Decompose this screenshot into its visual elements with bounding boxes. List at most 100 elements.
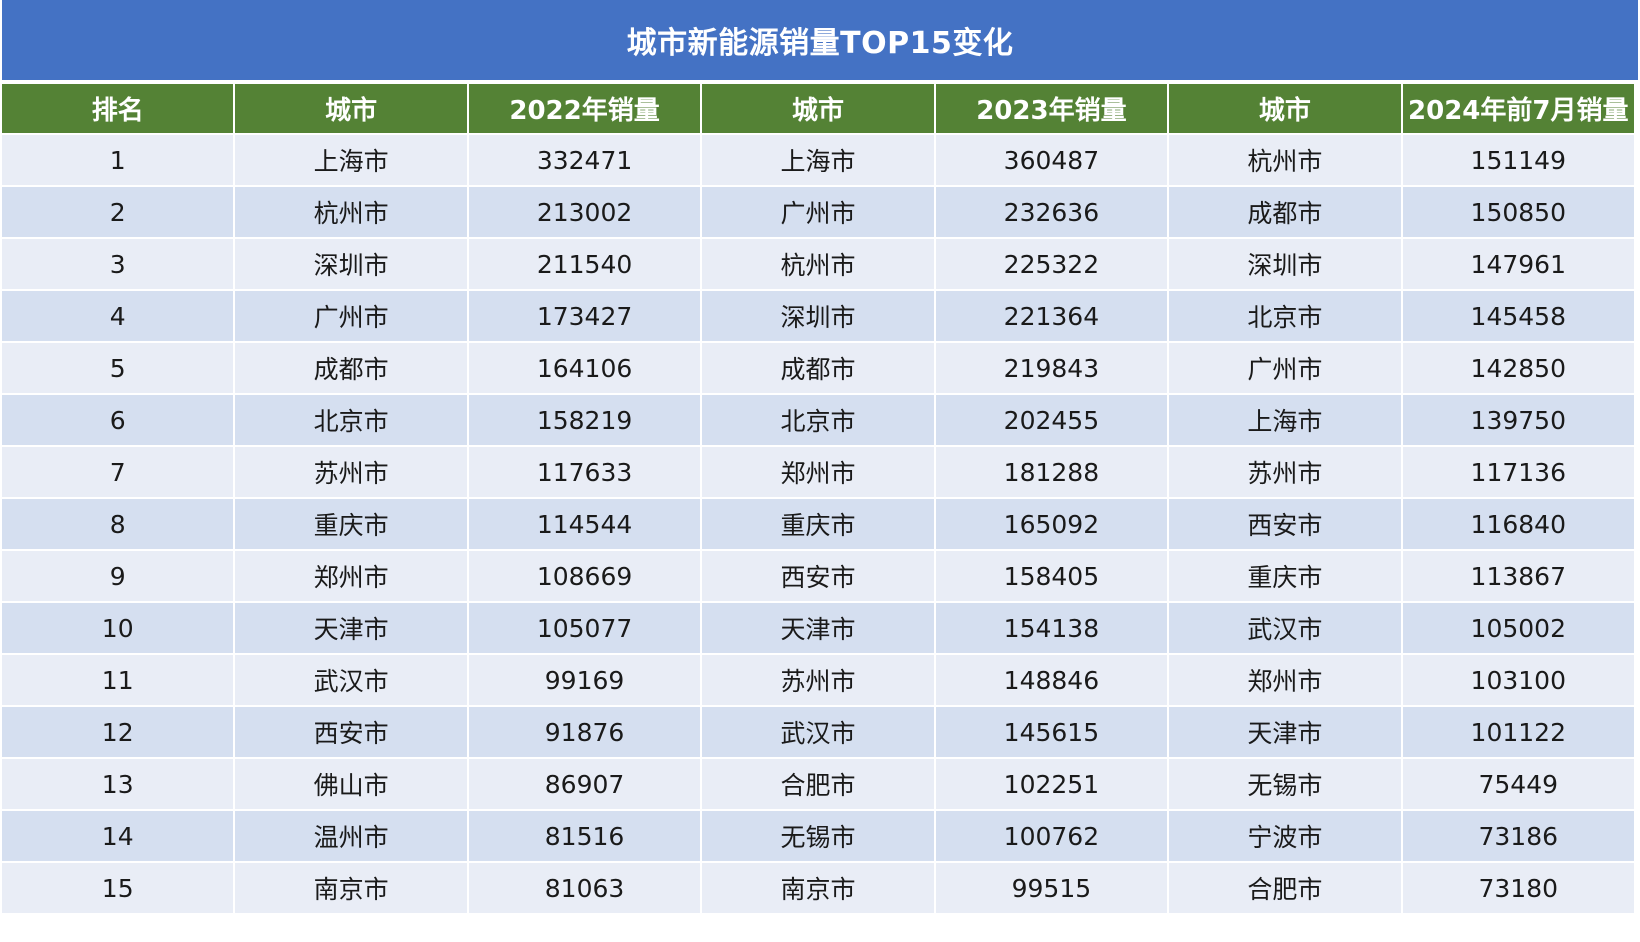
city-cell: 西安市 (702, 551, 934, 601)
sales-cell: 100762 (935, 811, 1168, 861)
city-cell: 合肥市 (1169, 863, 1401, 913)
sales-cell: 164106 (468, 343, 701, 393)
city-cell: 武汉市 (1169, 603, 1401, 653)
sales-cell: 232636 (935, 187, 1168, 237)
sales-cell: 99169 (468, 655, 701, 705)
city-cell: 杭州市 (1169, 135, 1401, 185)
city-cell: 广州市 (1169, 343, 1401, 393)
city-cell: 广州市 (702, 187, 934, 237)
table-row: 8 重庆市 114544 重庆市 165092 西安市 116840 (2, 499, 1634, 549)
sales-cell: 102251 (935, 759, 1168, 809)
city-cell: 成都市 (1169, 187, 1401, 237)
rank-cell: 11 (2, 655, 234, 705)
city-cell: 无锡市 (702, 811, 934, 861)
sales-cell: 139750 (1402, 395, 1634, 445)
sales-cell: 81516 (468, 811, 701, 861)
rank-cell: 12 (2, 707, 234, 757)
table-row: 7 苏州市 117633 郑州市 181288 苏州市 117136 (2, 447, 1634, 497)
rank-cell: 14 (2, 811, 234, 861)
sales-cell: 221364 (935, 291, 1168, 341)
rank-cell: 10 (2, 603, 234, 653)
city-cell: 重庆市 (1169, 551, 1401, 601)
city-cell: 无锡市 (1169, 759, 1401, 809)
sales-cell: 86907 (468, 759, 701, 809)
city-cell: 北京市 (235, 395, 467, 445)
city-cell: 成都市 (235, 343, 467, 393)
sales-cell: 165092 (935, 499, 1168, 549)
sales-cell: 73186 (1402, 811, 1634, 861)
sales-cell: 116840 (1402, 499, 1634, 549)
city-cell: 苏州市 (1169, 447, 1401, 497)
city-cell: 西安市 (1169, 499, 1401, 549)
table-title: 城市新能源销量TOP15变化 (2, 0, 1638, 80)
city-cell: 郑州市 (702, 447, 934, 497)
table-row: 2 杭州市 213002 广州市 232636 成都市 150850 (2, 187, 1634, 237)
sales-cell: 173427 (468, 291, 701, 341)
city-cell: 重庆市 (235, 499, 467, 549)
table-row: 1 上海市 332471 上海市 360487 杭州市 151149 (2, 135, 1634, 185)
sales-cell: 145458 (1402, 291, 1634, 341)
rank-cell: 4 (2, 291, 234, 341)
sales-cell: 75449 (1402, 759, 1634, 809)
sales-cell: 145615 (935, 707, 1168, 757)
rank-cell: 9 (2, 551, 234, 601)
sales-cell: 211540 (468, 239, 701, 289)
sales-cell: 108669 (468, 551, 701, 601)
table-row: 12 西安市 91876 武汉市 145615 天津市 101122 (2, 707, 1634, 757)
sales-cell: 101122 (1402, 707, 1634, 757)
table-body: 1 上海市 332471 上海市 360487 杭州市 151149 2 杭州市 213002 广州… (2, 135, 1634, 913)
sales-cell: 117633 (468, 447, 701, 497)
city-cell: 深圳市 (702, 291, 934, 341)
sales-cell: 114544 (468, 499, 701, 549)
header-city-2023: 城市 (702, 84, 934, 133)
sales-cell: 117136 (1402, 447, 1634, 497)
sales-cell: 91876 (468, 707, 701, 757)
city-cell: 成都市 (702, 343, 934, 393)
rank-cell: 1 (2, 135, 234, 185)
sales-cell: 147961 (1402, 239, 1634, 289)
header-city-2022: 城市 (235, 84, 467, 133)
table-row: 15 南京市 81063 南京市 99515 合肥市 73180 (2, 863, 1634, 913)
sales-cell: 158219 (468, 395, 701, 445)
city-cell: 天津市 (702, 603, 934, 653)
city-cell: 武汉市 (702, 707, 934, 757)
sales-cell: 142850 (1402, 343, 1634, 393)
city-cell: 苏州市 (235, 447, 467, 497)
header-sales-2022: 2022年销量 (468, 84, 701, 133)
rank-cell: 13 (2, 759, 234, 809)
city-cell: 杭州市 (235, 187, 467, 237)
sales-cell: 105002 (1402, 603, 1634, 653)
header-rank: 排名 (2, 84, 234, 133)
sales-cell: 202455 (935, 395, 1168, 445)
city-cell: 武汉市 (235, 655, 467, 705)
rank-cell: 3 (2, 239, 234, 289)
city-cell: 郑州市 (235, 551, 467, 601)
city-cell: 佛山市 (235, 759, 467, 809)
sales-cell: 105077 (468, 603, 701, 653)
sales-cell: 99515 (935, 863, 1168, 913)
sales-cell: 154138 (935, 603, 1168, 653)
sales-cell: 103100 (1402, 655, 1634, 705)
sales-cell: 213002 (468, 187, 701, 237)
table-row: 13 佛山市 86907 合肥市 102251 无锡市 75449 (2, 759, 1634, 809)
sales-cell: 158405 (935, 551, 1168, 601)
table-row: 6 北京市 158219 北京市 202455 上海市 139750 (2, 395, 1634, 445)
sales-cell: 150850 (1402, 187, 1634, 237)
sales-cell: 113867 (1402, 551, 1634, 601)
city-cell: 深圳市 (235, 239, 467, 289)
rank-cell: 7 (2, 447, 234, 497)
city-cell: 深圳市 (1169, 239, 1401, 289)
rank-cell: 2 (2, 187, 234, 237)
header-sales-2023: 2023年销量 (935, 84, 1168, 133)
sales-cell: 332471 (468, 135, 701, 185)
rank-cell: 5 (2, 343, 234, 393)
sales-cell: 73180 (1402, 863, 1634, 913)
sales-cell: 81063 (468, 863, 701, 913)
table-row: 3 深圳市 211540 杭州市 225322 深圳市 147961 (2, 239, 1634, 289)
city-cell: 上海市 (235, 135, 467, 185)
city-cell: 上海市 (702, 135, 934, 185)
city-cell: 宁波市 (1169, 811, 1401, 861)
city-cell: 北京市 (702, 395, 934, 445)
rank-cell: 6 (2, 395, 234, 445)
